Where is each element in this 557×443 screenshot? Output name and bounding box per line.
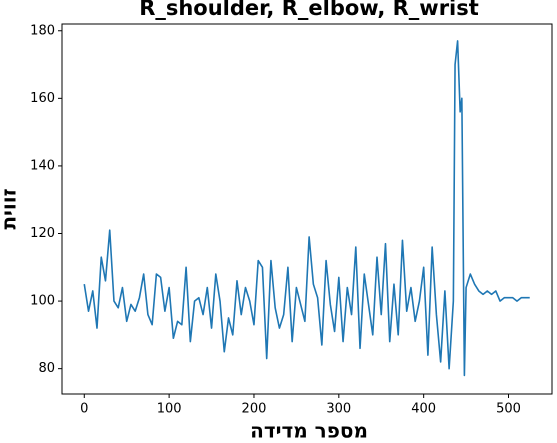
x-tick-label: 300 — [326, 402, 351, 417]
x-tick-label: 400 — [411, 402, 436, 417]
y-tick-label: 80 — [38, 361, 55, 376]
chart-title: R_shoulder, R_elbow, R_wrist — [139, 0, 479, 20]
x-tick-label: 500 — [496, 402, 521, 417]
y-tick-label: 180 — [30, 23, 55, 38]
x-axis-label: מספר מדידה — [250, 419, 368, 443]
x-tick-label: 200 — [242, 402, 267, 417]
y-tick-label: 160 — [30, 91, 55, 106]
line-series — [83, 40, 530, 377]
y-tick-label: 120 — [30, 226, 55, 241]
x-tick-label: 0 — [80, 402, 88, 417]
plot-frame — [61, 23, 553, 395]
x-tick-label: 100 — [157, 402, 182, 417]
y-axis-label: זווית — [0, 188, 21, 229]
y-tick-label: 140 — [30, 158, 55, 173]
y-tick-label: 100 — [30, 294, 55, 309]
